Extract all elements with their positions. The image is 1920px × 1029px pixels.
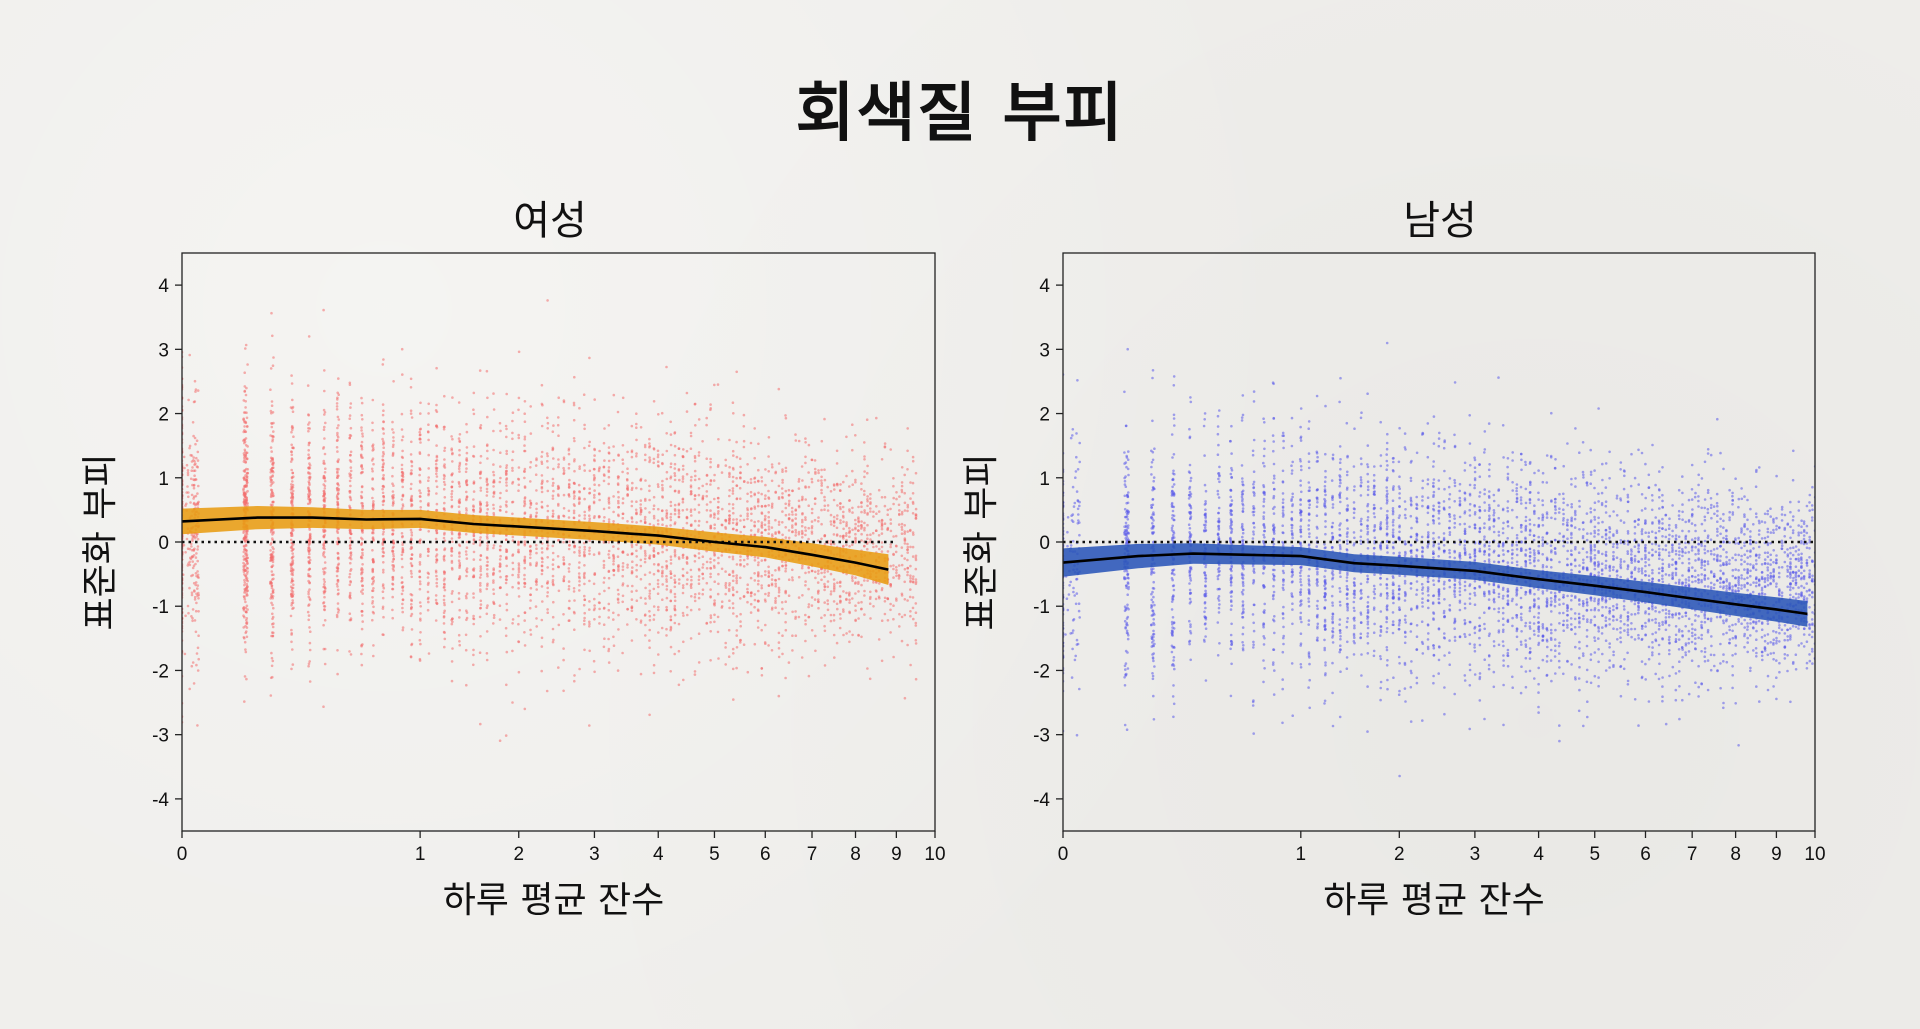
confidence-band	[182, 506, 889, 585]
x-tick-label: 6	[760, 844, 771, 865]
x-tick-label: 4	[653, 844, 664, 865]
trend-line	[1062, 552, 1808, 616]
y-tick-label: 1	[158, 469, 169, 490]
x-tick-label: 9	[891, 844, 902, 865]
y-tick-label: -2	[1033, 661, 1050, 682]
x-tick-label: 6	[1640, 844, 1651, 865]
y-tick-label: -1	[152, 597, 169, 618]
x-tick-label: 5	[709, 844, 720, 865]
x-tick-label: 10	[1804, 844, 1825, 865]
x-tick-label: 5	[1589, 844, 1600, 865]
x-tick-label: 9	[1771, 844, 1782, 865]
x-tick-label: 8	[1730, 844, 1741, 865]
confidence-band	[1063, 543, 1808, 627]
y-tick-label: 0	[1039, 533, 1050, 554]
trend-line	[181, 516, 889, 571]
x-tick-label: 8	[850, 844, 861, 865]
x-tick-label: 4	[1533, 844, 1544, 865]
y-tick-label: -3	[152, 726, 169, 747]
y-tick-label: 3	[158, 340, 169, 361]
x-axis-label: 하루 평균 잔수	[443, 880, 665, 921]
y-tick-label: 1	[1039, 469, 1050, 490]
y-tick-label: -1	[1033, 597, 1050, 618]
figure-title: 회색질 부피	[795, 77, 1125, 151]
x-tick-label: 0	[177, 844, 188, 865]
y-tick-label: 2	[1039, 405, 1050, 426]
y-tick-label: 4	[158, 276, 169, 297]
y-tick-label: 4	[1039, 276, 1050, 297]
y-tick-label: 0	[158, 533, 169, 554]
panel-title-male: 남성	[1403, 198, 1477, 244]
x-tick-label: 3	[589, 844, 600, 865]
x-axis-label: 하루 평균 잔수	[1323, 880, 1545, 921]
y-tick-label: -3	[1033, 726, 1050, 747]
y-tick-label: -4	[152, 790, 169, 811]
y-tick-label: 2	[158, 405, 169, 426]
x-tick-label: 10	[924, 844, 945, 865]
panel-title-female: 여성	[513, 198, 587, 244]
x-tick-label: 0	[1058, 844, 1069, 865]
y-tick-label: 3	[1039, 340, 1050, 361]
x-tick-label: 2	[513, 844, 524, 865]
x-tick-label: 1	[415, 844, 426, 865]
x-tick-label: 7	[1687, 844, 1698, 865]
y-tick-label: -4	[1033, 790, 1050, 811]
y-axis-label: 표준화 부피	[961, 453, 1002, 630]
y-tick-label: -2	[152, 661, 169, 682]
y-axis-label: 표준화 부피	[80, 453, 121, 630]
x-tick-label: 3	[1470, 844, 1481, 865]
x-tick-label: 1	[1296, 844, 1307, 865]
x-tick-label: 2	[1394, 844, 1405, 865]
x-tick-label: 7	[807, 844, 818, 865]
